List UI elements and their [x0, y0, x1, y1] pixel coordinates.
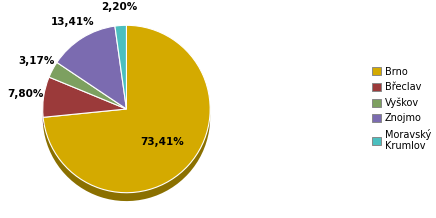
Wedge shape [43, 77, 126, 117]
Wedge shape [49, 71, 126, 117]
Wedge shape [43, 25, 210, 193]
Wedge shape [115, 34, 126, 117]
Wedge shape [43, 34, 210, 201]
Wedge shape [115, 25, 126, 109]
Text: 3,17%: 3,17% [18, 56, 54, 66]
Wedge shape [57, 26, 126, 109]
Text: 13,41%: 13,41% [51, 17, 94, 27]
Text: 2,20%: 2,20% [101, 2, 137, 12]
Wedge shape [57, 34, 126, 117]
Text: 73,41%: 73,41% [140, 137, 184, 146]
Wedge shape [43, 85, 126, 126]
Legend: Brno, Břeclav, Vyškov, Znojmo, Moravský
Krumlov: Brno, Břeclav, Vyškov, Znojmo, Moravský … [372, 67, 431, 151]
Wedge shape [49, 62, 126, 109]
Text: 7,80%: 7,80% [7, 89, 44, 99]
